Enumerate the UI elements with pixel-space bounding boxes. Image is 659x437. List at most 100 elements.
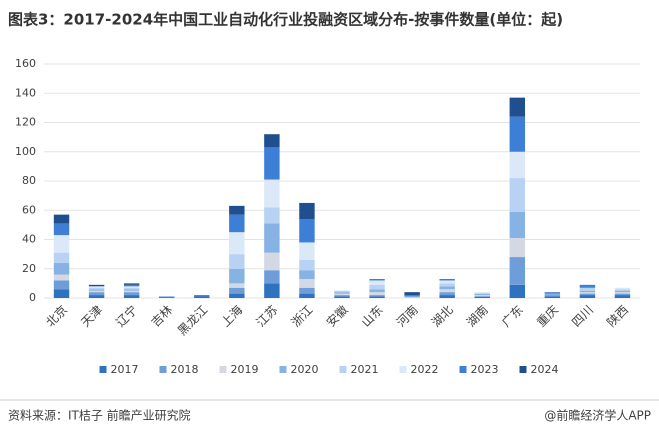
bar-segment — [614, 289, 631, 291]
y-tick-label: 140 — [15, 86, 36, 99]
bar-segment — [229, 283, 245, 288]
bar-segment — [299, 278, 315, 288]
bar-segment — [264, 207, 280, 224]
y-tick-label: 20 — [22, 262, 36, 275]
bar-segment — [123, 290, 140, 293]
bar-segment — [53, 280, 70, 290]
bar-segment — [614, 290, 631, 293]
bar-segment — [88, 287, 105, 290]
bar-segment — [123, 292, 140, 296]
bar-segment — [614, 292, 631, 294]
bar-segment — [229, 205, 245, 215]
legend-label: 2020 — [291, 363, 319, 376]
bar-segment — [123, 289, 140, 291]
bar-segment — [509, 178, 526, 212]
legend-label: 2018 — [171, 363, 199, 376]
bar-segment — [299, 219, 315, 243]
bar-segment — [53, 262, 70, 275]
bar-segment — [53, 274, 70, 281]
bar-segment — [614, 295, 631, 298]
bar-segment — [509, 284, 526, 298]
legend-label: 2017 — [111, 363, 139, 376]
y-tick-label: 60 — [22, 203, 36, 216]
x-tick-label: 四川 — [569, 303, 596, 330]
bar-segment — [299, 270, 315, 279]
bar-segment — [439, 283, 455, 287]
bar-segment — [369, 278, 385, 281]
y-tick-label: 80 — [22, 174, 36, 187]
bar-segment — [88, 290, 105, 293]
source: 资料来源：IT桔子 前瞻产业研究院 — [8, 408, 191, 423]
bar-segment — [299, 242, 315, 260]
bar-segment — [369, 280, 385, 285]
bar-segment — [509, 151, 526, 179]
x-tick-label: 河南 — [393, 302, 421, 330]
bar-segment — [334, 296, 350, 298]
x-tick-label: 湖北 — [428, 302, 456, 330]
x-tick-label: 重庆 — [534, 303, 561, 330]
bar-segment — [264, 179, 280, 208]
legend-label: 2019 — [231, 363, 259, 376]
bar-segment — [53, 235, 70, 253]
legend-swatch — [279, 366, 287, 373]
bar-segment — [544, 296, 561, 298]
bar-segment — [123, 284, 140, 287]
bar-segment — [439, 278, 455, 281]
legend-label: 2021 — [351, 363, 379, 376]
bar-segment — [88, 286, 105, 288]
legend-label: 2024 — [531, 363, 559, 376]
bar-segment — [404, 295, 420, 297]
x-tick-label: 天津 — [78, 303, 105, 330]
bar-segment — [229, 232, 245, 255]
legend-label: 2022 — [411, 363, 439, 376]
bar-segment — [439, 289, 455, 293]
x-tick-label: 山东 — [359, 303, 386, 330]
legend-swatch — [399, 366, 407, 373]
bar-segment — [509, 116, 526, 152]
bar-segment — [158, 296, 175, 298]
x-tick-label: 广东 — [499, 303, 526, 330]
bar-segment — [579, 290, 596, 293]
bar-segment — [334, 290, 350, 293]
bar-segment — [264, 147, 280, 180]
legend-swatch — [159, 366, 167, 373]
bar-segment — [579, 295, 596, 298]
legend-swatch — [219, 366, 227, 373]
bar-segment — [579, 292, 596, 294]
bar-segment — [544, 292, 561, 294]
bar-segment — [334, 292, 350, 294]
bar-segment — [194, 296, 210, 298]
bar-segment — [614, 287, 631, 290]
bar-segment — [439, 292, 455, 296]
bar-segment — [88, 284, 105, 287]
bar-segment — [299, 287, 315, 294]
bar-segment — [369, 296, 385, 298]
y-tick-label: 120 — [15, 116, 36, 129]
x-tick-label: 上海 — [218, 302, 246, 330]
bar-segment — [123, 283, 140, 285]
bar-segment — [369, 295, 385, 297]
bar-segment — [53, 223, 70, 236]
bar-segment — [88, 295, 105, 298]
bar-segment — [509, 257, 526, 285]
bar-segment — [229, 214, 245, 233]
legend-swatch — [339, 366, 347, 373]
bar-segment — [299, 202, 315, 220]
bar-segment — [474, 293, 490, 296]
y-tick-label: 100 — [15, 145, 36, 158]
bar-segment — [229, 287, 245, 294]
bar-segment — [509, 97, 526, 117]
bar-segment — [579, 287, 596, 291]
bar-segment — [474, 295, 490, 297]
x-tick-label: 安徽 — [323, 302, 351, 330]
bar-segment — [509, 211, 526, 239]
bar-segment — [264, 223, 280, 253]
bar-segment — [88, 292, 105, 296]
bar-segment — [88, 289, 105, 291]
bar-segment — [53, 252, 70, 263]
bar-segment — [229, 268, 245, 284]
bar-segment — [404, 292, 420, 296]
bar-segment — [474, 296, 490, 298]
legend-swatch — [459, 366, 467, 373]
bar-segment — [53, 214, 70, 224]
